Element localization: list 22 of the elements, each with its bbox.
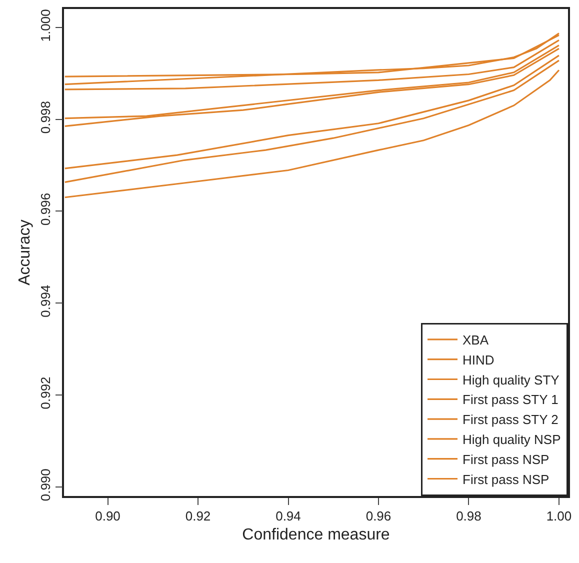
y-tick-label: 0.992 [38, 376, 54, 410]
y-axis-title: Accuracy [16, 220, 34, 286]
x-tick-label: 0.94 [276, 508, 301, 524]
legend-label: HIND [462, 352, 494, 368]
y-tick-label: 0.996 [38, 192, 54, 226]
x-tick-label: 0.96 [366, 508, 392, 524]
legend-label: High quality STY [462, 372, 560, 388]
x-tick-label: 1.00 [546, 508, 572, 524]
legend-label: First pass STY 2 [462, 412, 558, 428]
legend-label: High quality NSP [462, 432, 561, 448]
legend-label: First pass NSP [462, 452, 550, 467]
y-tick-label: 0.994 [38, 284, 54, 318]
y-tick-label: 1.000 [38, 9, 54, 42]
x-tick-label: 0.92 [185, 508, 211, 524]
legend-label: First pass STY 1 [462, 392, 558, 408]
legend-label: XBA [462, 332, 489, 348]
y-tick-label: 0.998 [38, 101, 54, 134]
legend-label: First pass NSP [462, 472, 550, 487]
x-tick-label: 0.98 [456, 508, 482, 524]
y-tick-label: 0.990 [38, 468, 54, 502]
x-tick-label: 0.90 [95, 508, 120, 524]
x-axis-title: Confidence measure [242, 526, 390, 544]
